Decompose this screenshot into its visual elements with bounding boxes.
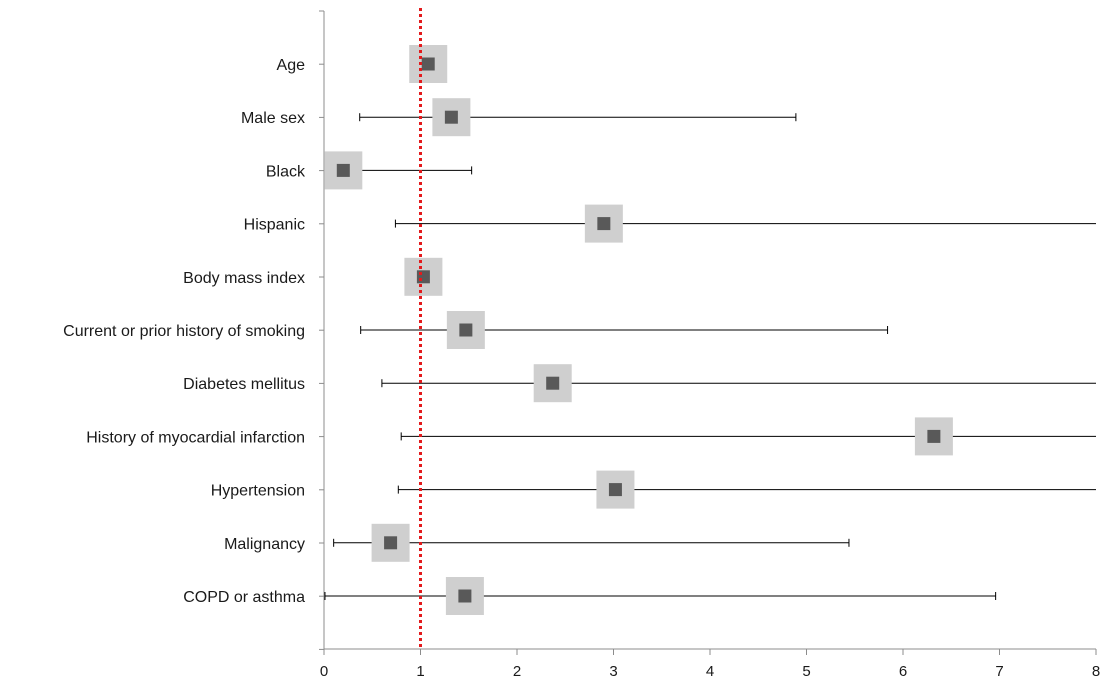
x-tick-label: 7 xyxy=(995,663,1003,680)
estimate-point xyxy=(458,589,472,603)
x-tick-label: 3 xyxy=(609,663,617,680)
estimate-point xyxy=(444,110,458,124)
estimate-point xyxy=(927,429,941,443)
x-tick-label: 2 xyxy=(513,663,521,680)
estimate-point xyxy=(416,270,430,284)
estimate-point xyxy=(459,323,473,337)
row-label: Black xyxy=(266,163,306,180)
row-label: Male sex xyxy=(241,110,305,127)
plot-area: 0 1 2 3 4 5 6 7 8 Age Male sex Black Hispanic Body ma… xyxy=(63,8,1100,680)
row-label: Age xyxy=(277,57,306,74)
estimate-point xyxy=(597,217,611,231)
x-tick-label: 5 xyxy=(802,663,810,680)
row-label: Malignancy xyxy=(224,536,305,553)
estimate-point xyxy=(336,163,350,177)
row-label: COPD or asthma xyxy=(183,589,305,606)
x-tick-label: 4 xyxy=(706,663,714,680)
estimate-point xyxy=(384,536,398,550)
estimate-point xyxy=(421,57,435,71)
row-label: Body mass index xyxy=(183,270,305,287)
x-tick-label: 8 xyxy=(1092,663,1100,680)
x-tick-label: 6 xyxy=(899,663,907,680)
row-label: Hispanic xyxy=(244,217,305,234)
row-label: History of myocardial infarction xyxy=(86,429,305,446)
row-label: Diabetes mellitus xyxy=(183,376,305,393)
estimate-point xyxy=(608,483,622,497)
row-label: Hypertension xyxy=(211,483,305,500)
x-tick-label: 0 xyxy=(320,663,328,680)
estimate-point xyxy=(546,376,560,390)
row-label: Current or prior history of smoking xyxy=(63,323,305,340)
x-tick-label: 1 xyxy=(416,663,424,680)
